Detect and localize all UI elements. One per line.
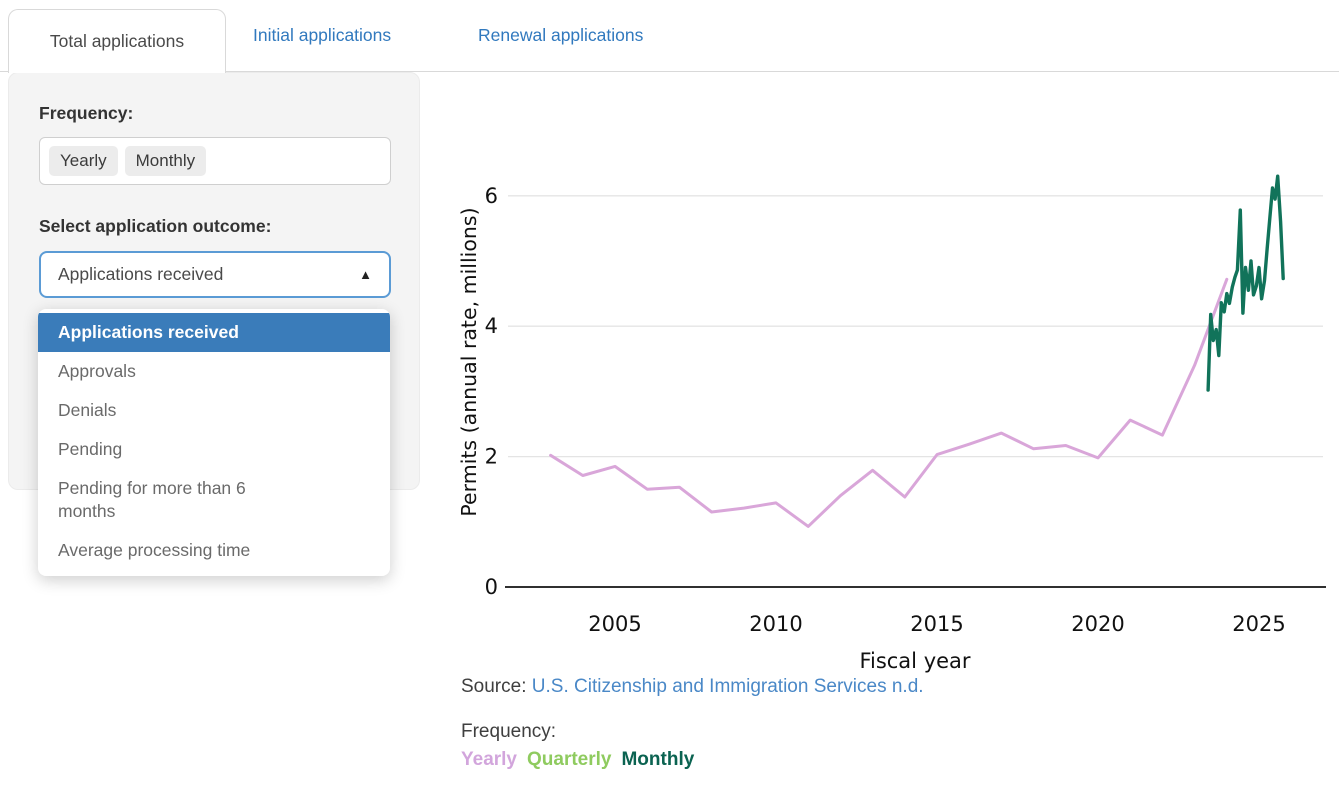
series-line-monthly (1206, 174, 1285, 392)
frequency-legend: Yearly Quarterly Monthly (461, 749, 694, 771)
outcome-select-value: Applications received (58, 264, 224, 284)
x-axis-title: Fiscal year (859, 649, 970, 673)
tab-renewal-applications-label: Renewal applications (478, 25, 644, 45)
frequency-chip-yearly[interactable]: Yearly (49, 146, 118, 176)
series-line-yearly (549, 277, 1229, 528)
source-link[interactable]: U.S. Citizenship and Immigration Service… (531, 676, 924, 697)
permits-chart: 0 2 4 6 2005 2010 2015 2020 2025 Permits (annual … (457, 174, 1326, 673)
y-tick-label-2: 2 (485, 445, 498, 469)
tab-renewal-applications[interactable]: Renewal applications (478, 0, 643, 71)
legend-yearly[interactable]: Yearly (461, 749, 517, 770)
outcome-dropdown: Applications received Approvals Denials Pen… (38, 309, 390, 576)
tab-bar: Total applications Initial applications … (0, 0, 1339, 73)
y-tick-label-0: 0 (485, 575, 498, 599)
tab-initial-applications-label: Initial applications (253, 25, 392, 45)
source-line: Source: U.S. Citizenship and Immigration… (461, 676, 924, 698)
x-tick-label-2025: 2025 (1232, 612, 1285, 636)
x-tick-label-2010: 2010 (749, 612, 802, 636)
x-tick-label-2020: 2020 (1071, 612, 1124, 636)
y-tick-label-6: 6 (485, 184, 498, 208)
legend-quarterly[interactable]: Quarterly (527, 749, 612, 770)
tab-initial-applications[interactable]: Initial applications (253, 0, 391, 71)
dropdown-option-2[interactable]: Approvals (58, 361, 136, 381)
frequency-chip-monthly[interactable]: Monthly (124, 146, 207, 176)
outcome-label: Select application outcome: (39, 216, 272, 236)
tab-total-applications[interactable]: Total applications (8, 9, 226, 73)
dropdown-option-3[interactable]: Denials (58, 400, 117, 420)
dropdown-option-4[interactable]: Pending (58, 439, 123, 459)
frequency-caption: Frequency: (461, 721, 557, 742)
frequency-label: Frequency: (39, 103, 134, 123)
dropdown-option-1[interactable]: Applications received (38, 313, 390, 352)
tab-total-applications-label: Total applications (49, 31, 185, 51)
outcome-select[interactable]: Applications received ▲ (39, 251, 391, 298)
x-tick-label-2005: 2005 (588, 612, 641, 636)
dropdown-option-5[interactable]: Pending for more than 6 months (58, 478, 246, 521)
frequency-multiselect[interactable]: Yearly Monthly (39, 137, 391, 185)
y-axis-title: Permits (annual rate, millions) (457, 207, 481, 516)
legend-monthly[interactable]: Monthly (621, 749, 695, 770)
x-tick-label-2015: 2015 (910, 612, 963, 636)
dropdown-option-6[interactable]: Average processing time (58, 540, 251, 560)
chevron-up-icon: ▲ (359, 267, 372, 282)
source-prefix: Source: (461, 676, 532, 697)
y-tick-label-4: 4 (485, 314, 498, 338)
